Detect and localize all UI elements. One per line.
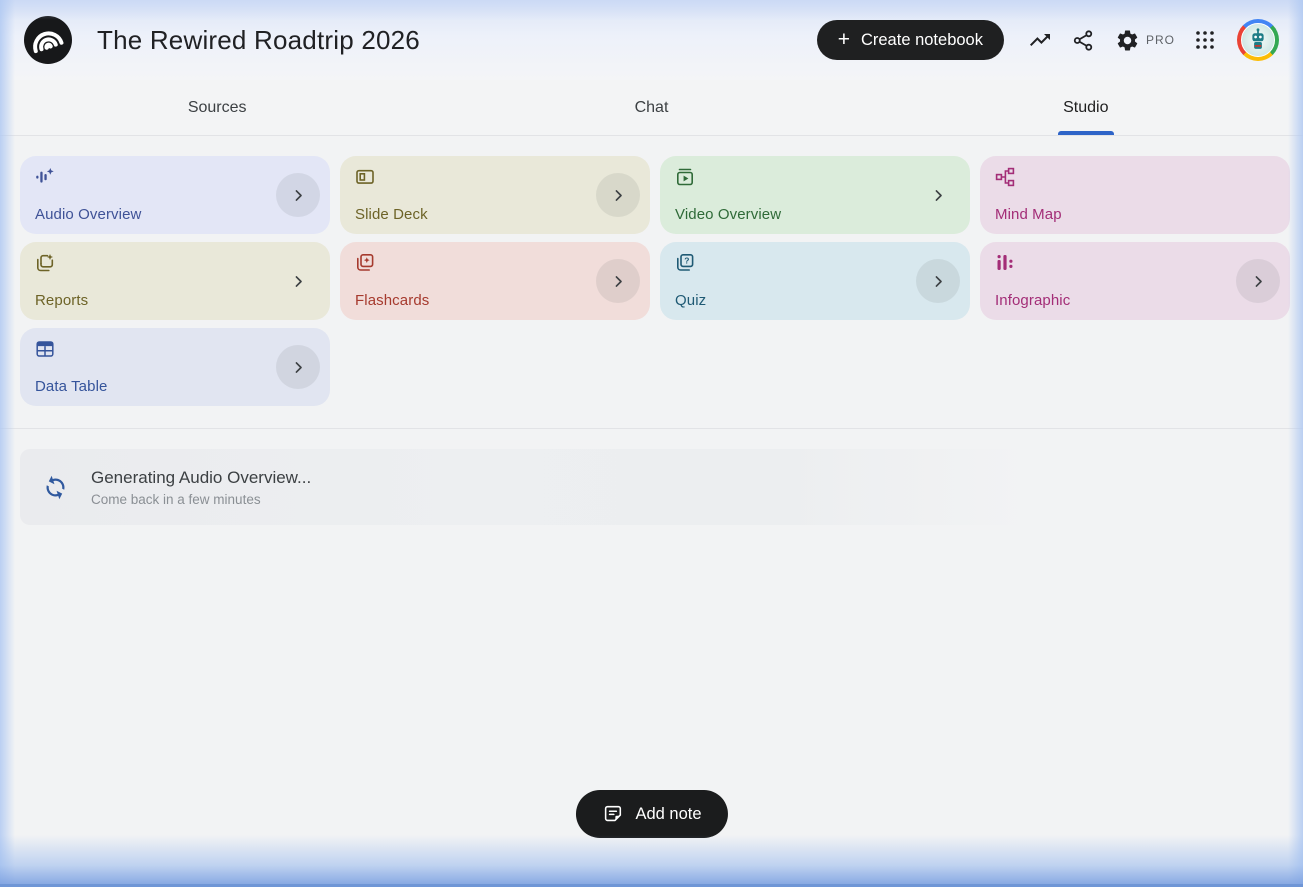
open-flashcards-button[interactable]	[596, 259, 640, 303]
studio-card-video-overview[interactable]: Video Overview	[660, 156, 970, 234]
add-note-button[interactable]: Add note	[575, 790, 728, 838]
open-reports-button[interactable]	[276, 259, 320, 303]
open-video-overview-button[interactable]	[916, 173, 960, 217]
plus-icon: +	[837, 27, 850, 51]
card-label: Reports	[35, 292, 89, 309]
panel-tabs: Sources Chat Studio	[0, 80, 1303, 136]
generation-status-title: Generating Audio Overview...	[91, 467, 312, 487]
tab-sources-label: Sources	[187, 98, 247, 116]
active-tab-underline	[1057, 131, 1114, 135]
generation-status-row[interactable]: Generating Audio Overview... Come back i…	[20, 449, 1283, 525]
apps-grid-icon[interactable]	[1183, 18, 1227, 62]
open-audio-overview-button[interactable]	[276, 173, 320, 217]
tab-studio-label: Studio	[1063, 98, 1109, 116]
studio-card-data-table[interactable]: Data Table	[20, 328, 330, 406]
slide-icon	[355, 167, 375, 187]
notebooklm-logo-icon[interactable]	[24, 16, 72, 64]
note-icon	[601, 803, 623, 825]
studio-card-grid: Audio Overview Slide Deck	[20, 156, 1290, 406]
infographic-icon	[995, 253, 1015, 273]
card-label: Mind Map	[995, 206, 1062, 223]
sync-spinner-icon	[42, 474, 69, 501]
tab-chat[interactable]: Chat	[434, 80, 868, 135]
open-infographic-button[interactable]	[1236, 259, 1280, 303]
settings-gear-icon[interactable]	[1106, 18, 1150, 62]
card-label: Infographic	[995, 292, 1071, 309]
pro-badge: PRO	[1145, 33, 1175, 47]
tab-sources[interactable]: Sources	[0, 80, 434, 135]
tab-chat-label: Chat	[634, 98, 669, 116]
studio-card-audio-overview[interactable]: Audio Overview	[20, 156, 330, 234]
add-note-label: Add note	[635, 804, 702, 823]
analytics-trending-icon[interactable]	[1018, 18, 1062, 62]
section-divider	[0, 428, 1303, 429]
app-header: The Rewired Roadtrip 2026 + Create noteb…	[0, 0, 1303, 80]
open-data-table-button[interactable]	[276, 345, 320, 389]
audio-waveform-icon	[35, 167, 55, 187]
svg-text:?: ?	[684, 256, 689, 266]
video-icon	[675, 167, 695, 187]
studio-card-slide-deck[interactable]: Slide Deck	[340, 156, 650, 234]
data-table-icon	[35, 339, 55, 359]
open-slide-deck-button[interactable]	[596, 173, 640, 217]
card-label: Data Table	[35, 378, 108, 395]
mind-map-icon	[995, 167, 1015, 187]
studio-card-reports[interactable]: Reports	[20, 242, 330, 320]
card-label: Video Overview	[675, 206, 782, 223]
user-avatar[interactable]	[1237, 19, 1279, 61]
card-label: Quiz	[675, 292, 707, 309]
share-icon[interactable]	[1062, 18, 1106, 62]
notebook-title[interactable]: The Rewired Roadtrip 2026	[97, 24, 420, 55]
generation-status-text: Generating Audio Overview... Come back i…	[91, 468, 311, 507]
open-quiz-button[interactable]	[916, 259, 960, 303]
quiz-icon: ?	[675, 253, 695, 273]
studio-card-quiz[interactable]: ? Quiz	[660, 242, 970, 320]
create-notebook-label: Create notebook	[860, 30, 983, 49]
tab-studio[interactable]: Studio	[869, 80, 1303, 135]
card-label: Slide Deck	[355, 206, 428, 223]
avatar-robot-image	[1241, 23, 1275, 57]
flashcards-icon	[355, 253, 375, 273]
card-label: Audio Overview	[35, 206, 142, 223]
generation-status-subtitle: Come back in a few minutes	[91, 491, 261, 507]
card-label: Flashcards	[355, 292, 430, 309]
create-notebook-button[interactable]: + Create notebook	[816, 20, 1004, 60]
header-icons: PRO	[1018, 18, 1279, 62]
studio-card-infographic[interactable]: Infographic	[980, 242, 1290, 320]
studio-card-mind-map[interactable]: Mind Map	[980, 156, 1290, 234]
report-icon	[35, 253, 55, 273]
studio-card-flashcards[interactable]: Flashcards	[340, 242, 650, 320]
